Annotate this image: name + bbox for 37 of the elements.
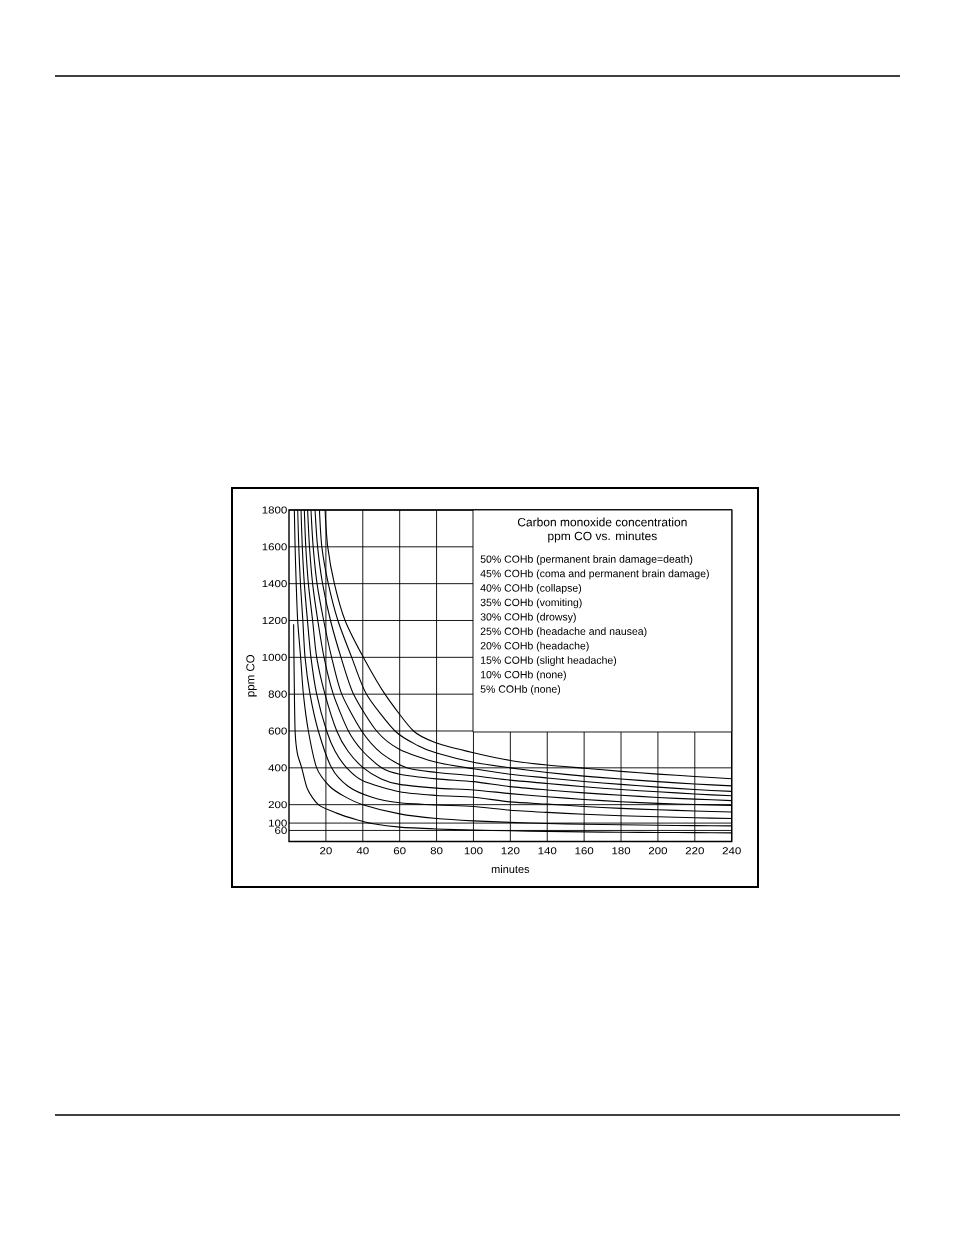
y-axis-title: ppm CO bbox=[246, 654, 257, 697]
x-tick-label: 20 bbox=[320, 847, 332, 855]
annotation: 15% COHb (slight headache) bbox=[481, 656, 617, 666]
x-tick-label: 220 bbox=[685, 847, 704, 855]
y-tick-label: 60 bbox=[275, 826, 287, 834]
x-tick-label: 40 bbox=[356, 847, 369, 855]
chart-title: Carbon monoxide concentration bbox=[517, 517, 687, 527]
y-tick-label: 200 bbox=[268, 801, 287, 809]
annotation: 10% COHb (none) bbox=[481, 670, 566, 681]
y-tick-label: 100 bbox=[268, 819, 287, 827]
y-tick-label: 800 bbox=[268, 690, 287, 698]
x-tick-label: 240 bbox=[722, 847, 741, 855]
annotation: 25% COHb (headache and nausea) bbox=[480, 627, 647, 638]
x-tick-label: 140 bbox=[538, 847, 557, 855]
x-tick-label: 200 bbox=[648, 847, 668, 855]
annotation: 5% COHb (none) bbox=[480, 685, 561, 695]
y-tick-label: 600 bbox=[268, 727, 287, 735]
annotation: 45% COHb (coma and permanent brain damage) bbox=[480, 569, 709, 580]
x-tick-label: 100 bbox=[464, 847, 483, 855]
y-tick-label: 400 bbox=[268, 764, 287, 772]
x-axis-title: minutes bbox=[491, 864, 530, 874]
annotation: 30% COHb (drowsy) bbox=[480, 612, 576, 623]
y-tick-label: 1600 bbox=[262, 543, 287, 551]
annotation: 40% COHb (collapse) bbox=[480, 583, 582, 594]
x-tick-label: 120 bbox=[501, 847, 520, 855]
annotation: 35% COHb (vomiting) bbox=[480, 598, 582, 609]
y-tick-label: 1000 bbox=[262, 653, 287, 661]
y-tick-label: 1200 bbox=[262, 616, 287, 625]
x-tick-label: 80 bbox=[430, 847, 443, 855]
x-tick-label: 180 bbox=[612, 847, 631, 855]
text: ppm CO vs. minutes bbox=[548, 531, 657, 543]
x-tick-label: 60 bbox=[393, 847, 406, 855]
x-tick-label: 160 bbox=[575, 847, 594, 855]
y-tick-label: 1800 bbox=[262, 506, 287, 514]
y-tick-label: 1400 bbox=[262, 580, 287, 588]
annotation: 20% COHb (headache) bbox=[480, 641, 589, 652]
annotation: 50% COHb (permanent brain damage=death) bbox=[480, 555, 693, 565]
